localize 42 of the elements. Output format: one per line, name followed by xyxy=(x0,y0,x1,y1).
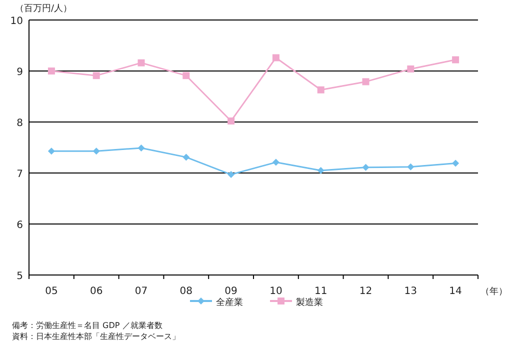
y-tick-label: 8 xyxy=(16,118,23,129)
point xyxy=(182,154,190,161)
x-tick-label: 11 xyxy=(314,286,328,297)
y-axis-title: （百万円/人） xyxy=(15,3,72,14)
point xyxy=(228,117,235,124)
point xyxy=(48,148,55,155)
point xyxy=(92,72,100,80)
y-tick-label: 9 xyxy=(16,67,23,78)
point xyxy=(362,164,370,171)
point xyxy=(407,65,414,72)
point xyxy=(272,158,280,166)
x-axis-title: （年） xyxy=(480,286,508,297)
y-tick-label: 5 xyxy=(16,271,23,282)
text: 資料：日本生産性本部「生産性データベース」 xyxy=(12,332,180,341)
x-tick-label: 08 xyxy=(180,286,193,297)
point xyxy=(228,171,235,178)
point xyxy=(138,59,145,66)
point xyxy=(407,163,414,170)
point xyxy=(272,54,280,62)
point xyxy=(138,144,145,152)
point xyxy=(92,148,100,155)
point xyxy=(317,166,324,174)
x-tick-label: 06 xyxy=(90,286,103,297)
x-tick-label: 10 xyxy=(270,286,282,297)
point xyxy=(452,160,460,167)
text: 備考：労働生産性＝名目 GDP ／就業者数 xyxy=(12,321,162,330)
legend-label: 製造業 xyxy=(296,297,323,308)
point xyxy=(48,68,55,74)
y-tick-label: 7 xyxy=(16,169,23,180)
point xyxy=(317,86,324,94)
point xyxy=(182,72,190,80)
x-tick-label: 13 xyxy=(404,286,418,297)
x-tick-label: 05 xyxy=(45,286,58,297)
point xyxy=(452,56,460,64)
legend-label: 全産業 xyxy=(216,297,243,308)
x-tick-label: 09 xyxy=(224,286,238,297)
x-tick-label: 14 xyxy=(449,286,462,297)
y-tick-label: 6 xyxy=(16,220,23,231)
x-tick-label: 12 xyxy=(359,286,372,297)
x-tick-label: 07 xyxy=(134,286,148,297)
y-tick-label: 10 xyxy=(10,16,23,27)
point xyxy=(362,78,370,86)
